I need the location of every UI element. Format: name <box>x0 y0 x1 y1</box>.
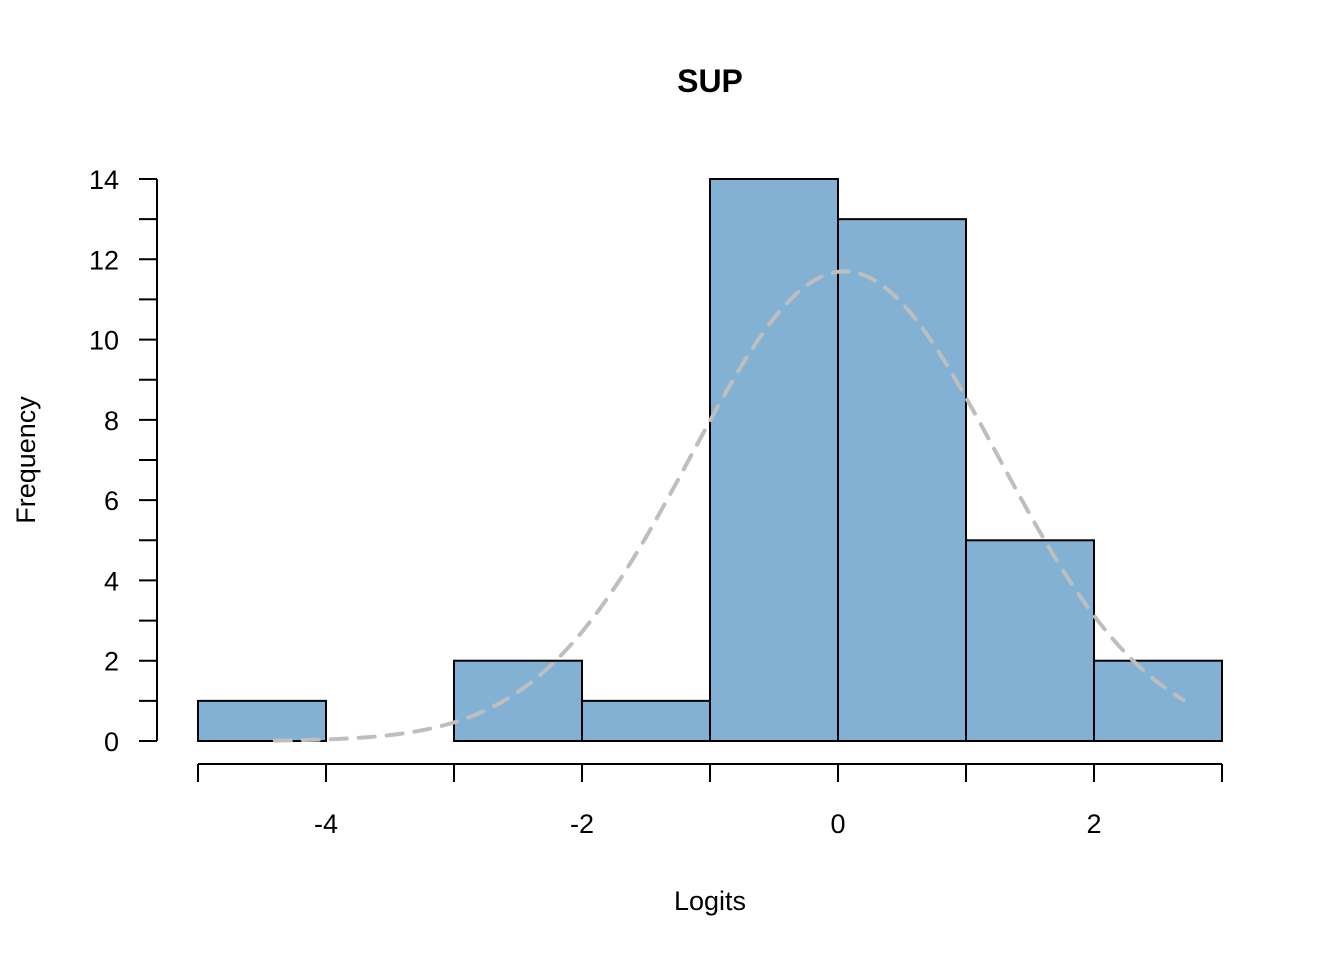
y-tick-label: 8 <box>104 406 119 436</box>
y-tick-label: 12 <box>89 245 119 275</box>
histogram-bar <box>581 699 711 742</box>
chart-title: SUP <box>677 63 743 99</box>
density-curve-layer <box>272 269 1186 743</box>
histogram-bar <box>965 539 1095 742</box>
x-axis-label: Logits <box>674 886 746 916</box>
histogram-bars <box>197 178 1223 743</box>
x-tick-label: 0 <box>830 809 845 839</box>
x-tick-label: -2 <box>570 809 594 839</box>
histogram-bar <box>709 178 839 742</box>
histogram-bar <box>453 659 583 743</box>
histogram-bar <box>197 699 327 742</box>
x-tick-label: -4 <box>314 809 338 839</box>
x-axis: -4 -2 0 2 <box>197 763 1223 839</box>
y-tick-label: 4 <box>104 566 119 596</box>
histogram-bar <box>837 218 967 742</box>
y-tick-label: 0 <box>104 727 119 757</box>
y-axis-label: Frequency <box>11 396 41 524</box>
y-axis: 0 2 4 6 8 10 12 14 <box>89 165 158 757</box>
y-tick-label: 10 <box>89 326 119 356</box>
y-tick-label: 14 <box>89 165 119 195</box>
x-tick-label: 2 <box>1086 809 1101 839</box>
histogram-bar <box>1093 659 1223 743</box>
y-tick-label: 6 <box>104 486 119 516</box>
y-tick-label: 2 <box>104 647 119 677</box>
density-curve <box>272 269 1186 743</box>
